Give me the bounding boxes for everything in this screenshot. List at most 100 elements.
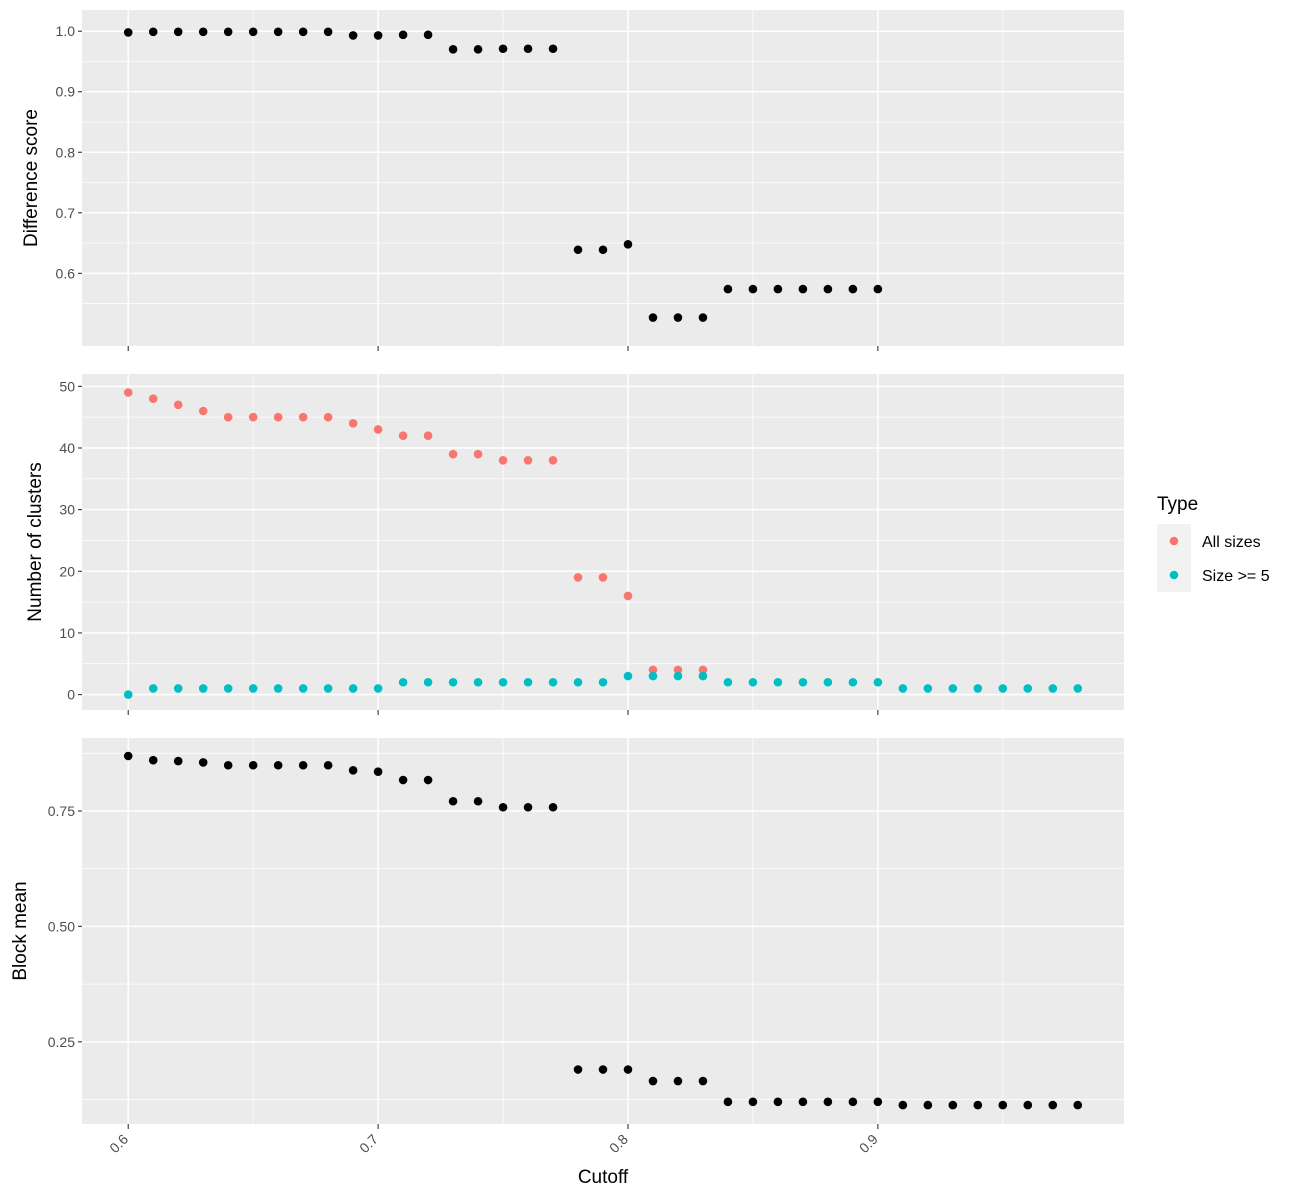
y-tick-label: 40 <box>59 440 75 456</box>
data-point <box>948 684 958 693</box>
data-point <box>473 45 483 54</box>
data-point <box>123 690 133 699</box>
legend: Type All sizes Size >= 5 <box>1157 494 1270 592</box>
data-point <box>298 760 308 770</box>
legend-key-all-sizes <box>1169 536 1179 546</box>
data-point <box>673 313 683 322</box>
data-point <box>673 665 683 675</box>
data-point <box>223 412 233 422</box>
data-point <box>823 284 833 294</box>
y-tick-label: 0.25 <box>48 1034 75 1050</box>
data-point <box>698 665 708 675</box>
data-point <box>523 44 533 54</box>
data-point <box>373 425 383 434</box>
data-point <box>348 31 358 40</box>
data-point <box>948 1100 958 1110</box>
data-point <box>1023 684 1033 693</box>
data-point <box>223 27 233 37</box>
data-point <box>748 677 758 687</box>
data-point <box>873 677 883 687</box>
legend-title: Type <box>1157 494 1198 515</box>
data-point <box>448 449 458 459</box>
data-point <box>623 1065 633 1074</box>
data-point <box>373 767 383 777</box>
data-point <box>898 1100 908 1110</box>
data-point <box>798 1097 808 1107</box>
data-point <box>398 30 408 40</box>
y-tick-label: 0.6 <box>56 265 76 281</box>
panel-block-mean: 0.250.500.75 0.6 0.7 0.8 0.9 Block mean Cut… <box>10 738 1124 1188</box>
panel-background <box>82 10 1124 346</box>
data-point <box>923 684 933 693</box>
data-point <box>148 394 158 403</box>
data-point <box>148 27 158 37</box>
data-point <box>548 456 558 465</box>
data-point <box>723 677 733 687</box>
data-point <box>198 406 208 416</box>
data-point <box>598 1065 608 1074</box>
data-point <box>623 239 633 249</box>
panel-difference-score: 0.6 0.7 0.8 0.9 1.0 Difference score <box>21 10 1124 351</box>
data-point <box>1073 1100 1083 1110</box>
data-point <box>373 684 383 693</box>
data-point <box>448 796 458 806</box>
data-point <box>423 30 433 40</box>
data-point <box>848 284 858 294</box>
data-point <box>723 284 733 294</box>
data-point <box>748 1097 758 1107</box>
data-point <box>798 284 808 294</box>
y-tick-label: 10 <box>59 625 75 641</box>
y-axis-title: Difference score <box>21 109 42 247</box>
data-point <box>473 796 483 806</box>
data-point <box>298 412 308 422</box>
data-point <box>348 419 358 428</box>
legend-key-size-ge-5 <box>1169 570 1179 580</box>
data-point <box>973 1100 983 1110</box>
data-point <box>598 573 608 582</box>
data-point <box>523 456 533 465</box>
data-point <box>548 802 558 812</box>
data-point <box>573 573 583 582</box>
data-point <box>623 671 633 681</box>
data-point <box>273 684 283 693</box>
data-point <box>498 802 508 812</box>
data-point <box>573 677 583 687</box>
data-point <box>673 1076 683 1086</box>
data-point <box>423 677 433 687</box>
data-point <box>1048 1100 1058 1110</box>
panel-background <box>82 374 1124 710</box>
data-point <box>998 684 1008 693</box>
data-point <box>498 456 508 465</box>
data-point <box>173 684 183 693</box>
data-point <box>573 1065 583 1074</box>
y-tick-label: 0.75 <box>48 803 75 819</box>
data-point <box>273 412 283 422</box>
data-point <box>248 412 258 422</box>
panel-background <box>82 738 1124 1124</box>
y-tick-label: 30 <box>59 502 75 518</box>
data-point <box>623 591 633 601</box>
data-point <box>173 756 183 766</box>
data-point <box>823 677 833 687</box>
data-point <box>373 31 383 40</box>
y-axis-title: Number of clusters <box>25 462 46 621</box>
data-point <box>823 1097 833 1107</box>
data-point <box>523 677 533 687</box>
x-axis-title: Cutoff <box>578 1167 629 1188</box>
data-point <box>248 760 258 770</box>
data-point <box>298 684 308 693</box>
legend-label-size-ge-5: Size >= 5 <box>1202 568 1270 585</box>
data-point <box>723 1097 733 1107</box>
data-point <box>873 1097 883 1107</box>
data-point <box>473 449 483 459</box>
data-point <box>323 27 333 37</box>
data-point <box>123 28 133 37</box>
data-point <box>923 1100 933 1110</box>
data-point <box>498 44 508 54</box>
legend-label-all-sizes: All sizes <box>1202 534 1261 551</box>
data-point <box>698 671 708 681</box>
data-point <box>398 677 408 687</box>
y-tick-label: 0 <box>67 687 75 703</box>
data-point <box>123 751 133 761</box>
data-point <box>648 665 658 675</box>
